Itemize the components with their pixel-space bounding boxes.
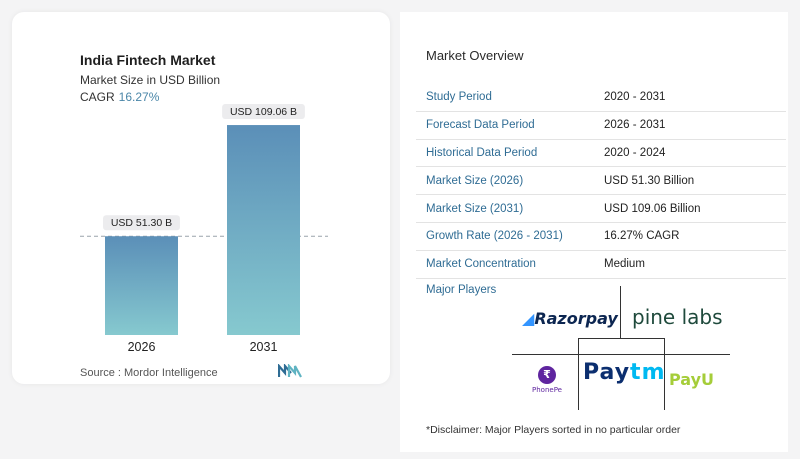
data-label-bg bbox=[103, 215, 180, 231]
major-players-title: Major Players bbox=[426, 284, 497, 296]
row-value: Medium bbox=[604, 258, 645, 271]
razorpay-logo: ◢Razorpay bbox=[522, 309, 618, 328]
bar-2031 bbox=[227, 125, 300, 335]
pinelabs-logo: pine labs bbox=[632, 305, 723, 329]
paytm-logo: Paytm bbox=[583, 360, 666, 385]
chart-card bbox=[12, 12, 390, 384]
source-note: Source : Mordor Intelligence bbox=[80, 367, 218, 379]
overview-row: Historical Data Period 2020 - 2024 bbox=[416, 140, 786, 168]
row-key: Study Period bbox=[426, 91, 492, 104]
overview-row: Market Size (2031) USD 109.06 Billion bbox=[416, 195, 786, 223]
payu-logo: PayU bbox=[669, 370, 715, 389]
bar-chart: USD 51.30 B 2026 USD 109.06 B 2031 bbox=[80, 104, 328, 354]
overview-title: Market Overview bbox=[426, 48, 524, 63]
row-value: 2026 - 2031 bbox=[604, 119, 666, 132]
row-value: 16.27% CAGR bbox=[604, 230, 680, 243]
cagr-value: 16.27% bbox=[118, 90, 160, 104]
row-value: USD 51.30 Billion bbox=[604, 174, 695, 187]
row-key: Historical Data Period bbox=[426, 146, 538, 159]
row-key: Market Concentration bbox=[426, 258, 536, 271]
row-key: Growth Rate (2026 - 2031) bbox=[426, 230, 563, 243]
chart-subtitle: Market Size in USD Billion bbox=[80, 73, 221, 87]
overview-row: Market Concentration Medium bbox=[416, 251, 786, 279]
overview-row: Forecast Data Period 2026 - 2031 bbox=[416, 112, 786, 140]
grid-divider bbox=[578, 338, 579, 410]
overview-panel bbox=[400, 12, 788, 452]
overview-row: Growth Rate (2026 - 2031) 16.27% CAGR bbox=[416, 223, 786, 251]
phonepe-logo: ₹ PhonePe bbox=[532, 366, 562, 394]
grid-divider bbox=[512, 354, 730, 355]
chart-title: India Fintech Market bbox=[80, 52, 216, 68]
overview-row: Market Size (2026) USD 51.30 Billion bbox=[416, 167, 786, 196]
row-key: Market Size (2031) bbox=[426, 202, 524, 215]
row-value: 2020 - 2024 bbox=[604, 146, 666, 159]
overview-row: Study Period 2020 - 2031 bbox=[416, 84, 786, 112]
grid-divider bbox=[620, 286, 621, 338]
overview-table: Study Period 2020 - 2031 Forecast Data Pe… bbox=[416, 84, 786, 279]
category-label: 2026 bbox=[128, 340, 156, 354]
cagr-label: CAGR bbox=[80, 90, 115, 104]
cagr-line: CAGR 16.27% bbox=[80, 90, 159, 104]
data-label-bg bbox=[222, 104, 305, 120]
bar-2026 bbox=[105, 236, 178, 335]
data-label: USD 109.06 B bbox=[230, 106, 297, 118]
grid-divider bbox=[664, 338, 665, 410]
mordor-logo-icon bbox=[278, 364, 302, 378]
row-value: USD 109.06 Billion bbox=[604, 202, 701, 215]
row-key: Market Size (2026) bbox=[426, 174, 524, 187]
row-key: Forecast Data Period bbox=[426, 119, 535, 132]
disclaimer-note: *Disclaimer: Major Players sorted in no … bbox=[426, 424, 681, 436]
row-value: 2020 - 2031 bbox=[604, 91, 666, 104]
data-label: USD 51.30 B bbox=[111, 217, 172, 229]
category-label: 2031 bbox=[250, 340, 278, 354]
grid-divider bbox=[578, 338, 665, 339]
